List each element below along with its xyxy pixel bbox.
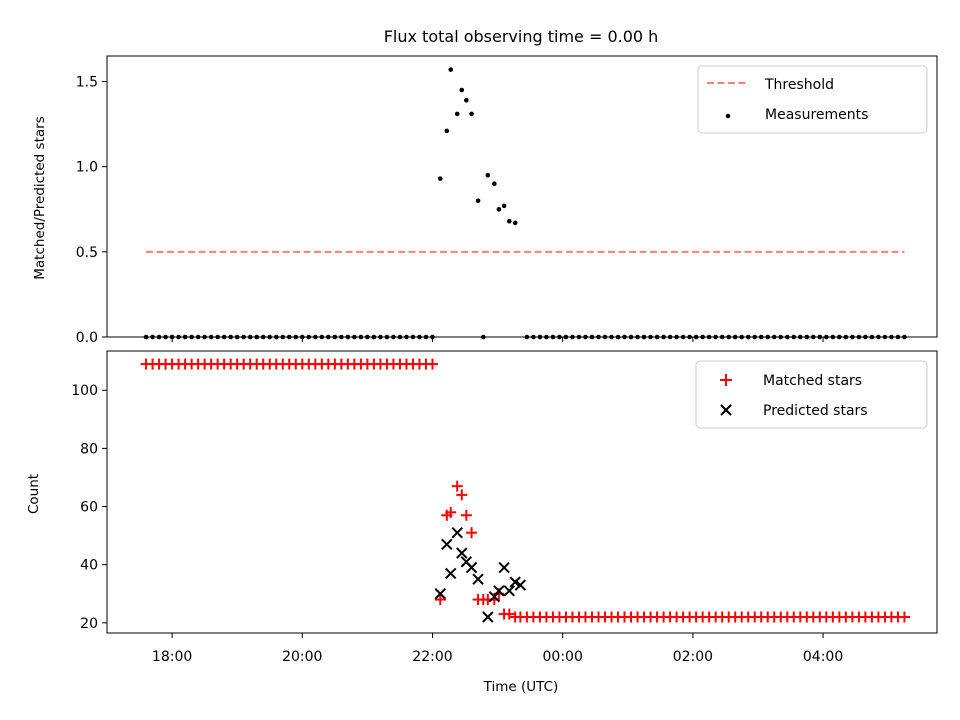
legend-measurements-label: Measurements: [765, 107, 868, 123]
x-tick-label: 20:00: [282, 649, 322, 665]
matched-star-point: [503, 608, 515, 620]
x-tick-label: 02:00: [673, 649, 713, 665]
matched-star-point: [456, 489, 468, 501]
x-axis-label: Time (UTC): [483, 679, 559, 695]
legend-matched-label: Matched stars: [763, 373, 862, 389]
measurement-point: [448, 67, 454, 72]
predicted-star-point: [509, 576, 521, 588]
measurement-point: [501, 203, 507, 209]
matched-star-point: [451, 480, 463, 492]
bottom-y-tick-label: 40: [80, 558, 98, 574]
bottom-y-tick-label: 80: [80, 441, 98, 457]
top-y-tick-label: 1.5: [76, 75, 98, 91]
measurement-point: [454, 111, 460, 117]
bottom-axes-frame: [106, 350, 938, 634]
legend-measurements-marker: [725, 113, 731, 119]
measurement-point: [459, 87, 465, 93]
predicted-star-point: [434, 588, 447, 600]
measurement-point: [469, 111, 474, 117]
measurement-point: [496, 206, 502, 212]
x-tick-label: 18:00: [152, 649, 192, 665]
matched-star-point: [445, 506, 457, 518]
bottom-y-ticks: 20 40 60 80 100: [71, 383, 107, 632]
predicted-star-point: [482, 611, 494, 623]
predicted-star-point: [498, 561, 510, 574]
top-y-axis-label: Matched/Predicted stars: [32, 116, 48, 279]
top-legend-box: [697, 65, 928, 134]
predicted-star-point: [493, 585, 505, 597]
bottom-legend: Matched stars Predicted stars: [695, 360, 928, 429]
matched-star-point: [460, 509, 472, 521]
predicted-star-point: [472, 573, 484, 585]
matched-star-point: [898, 611, 910, 623]
predicted-star-point: [514, 579, 527, 591]
measurement-point: [475, 198, 481, 204]
predicted-star-point: [441, 538, 453, 551]
measurement-point: [444, 128, 450, 134]
matched-star-point: [426, 358, 438, 370]
predicted-star-point: [445, 567, 457, 580]
x-tick-label: 22:00: [412, 649, 452, 665]
top-y-tick-label: 0.5: [76, 245, 98, 261]
legend-matched-marker: [720, 374, 732, 386]
measurement-point: [512, 220, 518, 226]
predicted-star-point: [503, 585, 516, 597]
measurement-point: [464, 97, 469, 103]
bottom-y-tick-label: 60: [80, 500, 98, 516]
bottom-y-tick-label: 20: [80, 616, 98, 632]
measurement-point: [492, 181, 497, 187]
x-tick-label: 00:00: [543, 649, 583, 665]
legend-predicted-label: Predicted stars: [763, 403, 868, 419]
legend-predicted-marker: [720, 404, 732, 416]
bottom-y-axis-label: Count: [26, 474, 42, 514]
chart-title: Flux total observing time = 0.00 h: [384, 27, 659, 46]
bottom-panel: Count Time (UTC) 20 40 60 80 100 18:00 20:00 2…: [26, 350, 938, 695]
bottom-x-ticks: 18:00 20:00 22:00 00:00 02:00 04:00: [152, 633, 843, 665]
top-panel: Flux total observing time = 0.00 h Match…: [32, 27, 938, 346]
legend-threshold-label: Threshold: [764, 77, 834, 93]
matched-star-point: [434, 594, 446, 606]
top-y-ticks: 0.0 0.5 1.0 1.5: [76, 75, 107, 346]
top-legend: Threshold Measurements: [697, 65, 928, 134]
bottom-legend-box: [695, 360, 928, 429]
measurement-point: [438, 176, 443, 181]
predicted-star-point: [451, 526, 463, 539]
predicted-star-point: [456, 547, 468, 559]
bottom-plot-area: [140, 358, 910, 623]
measurement-point: [485, 172, 491, 178]
predicted-star-point: [465, 561, 478, 574]
measurement-point: [507, 218, 512, 224]
matched-star-point: [466, 527, 478, 539]
top-y-tick-label: 0.0: [76, 330, 98, 346]
x-tick-label: 04:00: [803, 649, 843, 665]
bottom-y-tick-label: 100: [71, 383, 98, 399]
top-axes-frame: [106, 55, 938, 338]
top-y-tick-label: 1.0: [76, 160, 98, 176]
